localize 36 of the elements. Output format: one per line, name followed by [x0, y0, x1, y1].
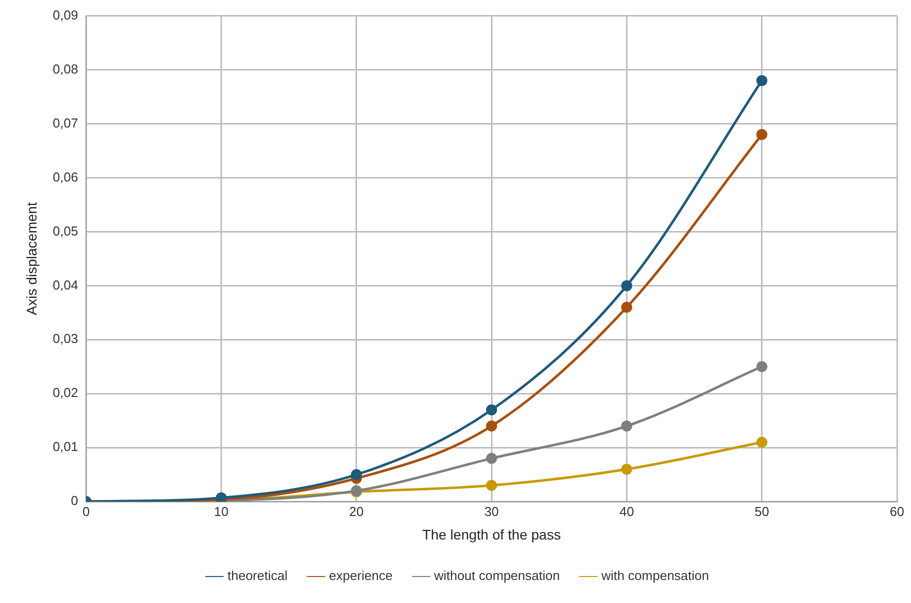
point — [350, 469, 362, 480]
point — [756, 129, 768, 140]
y-tick-label: 0,02 — [52, 385, 78, 400]
y-tick-label: 0,03 — [52, 331, 78, 346]
x-tick-label: 60 — [890, 504, 904, 519]
point — [486, 480, 498, 491]
point — [756, 436, 768, 448]
x-tick-label: 30 — [484, 504, 499, 519]
y-tick-label: 0,05 — [52, 223, 78, 238]
legend-label: theoretical — [228, 568, 288, 584]
y-tick-label: 0,08 — [52, 61, 78, 76]
x-tick-label: 10 — [214, 504, 228, 519]
x-tick-label: 20 — [349, 504, 364, 519]
point — [756, 75, 768, 86]
y-tick-label: 0,07 — [52, 115, 78, 130]
point — [621, 464, 632, 475]
legend-label: with compensation — [600, 568, 709, 584]
legend-label: experience — [328, 568, 393, 584]
point — [486, 404, 498, 416]
y-tick-label: 0 — [70, 493, 78, 508]
y-tick-label: 0,06 — [52, 169, 78, 184]
y-axis-title: Axis displacement — [23, 202, 40, 316]
y-tick-label: 0,09 — [52, 7, 78, 22]
x-tick-label: 0 — [82, 504, 90, 519]
point — [486, 452, 498, 464]
point — [621, 280, 632, 292]
point — [486, 420, 498, 432]
point — [621, 302, 632, 313]
point — [621, 420, 632, 432]
x-tick-label: 40 — [619, 504, 634, 519]
x-tick-label: 50 — [754, 504, 770, 519]
y-tick-label: 0,04 — [52, 277, 78, 292]
y-tick-label: 0,01 — [52, 439, 78, 454]
legend-label: without compensation — [433, 568, 560, 584]
x-axis-title: The length of the pass — [422, 526, 561, 542]
point — [756, 361, 768, 372]
